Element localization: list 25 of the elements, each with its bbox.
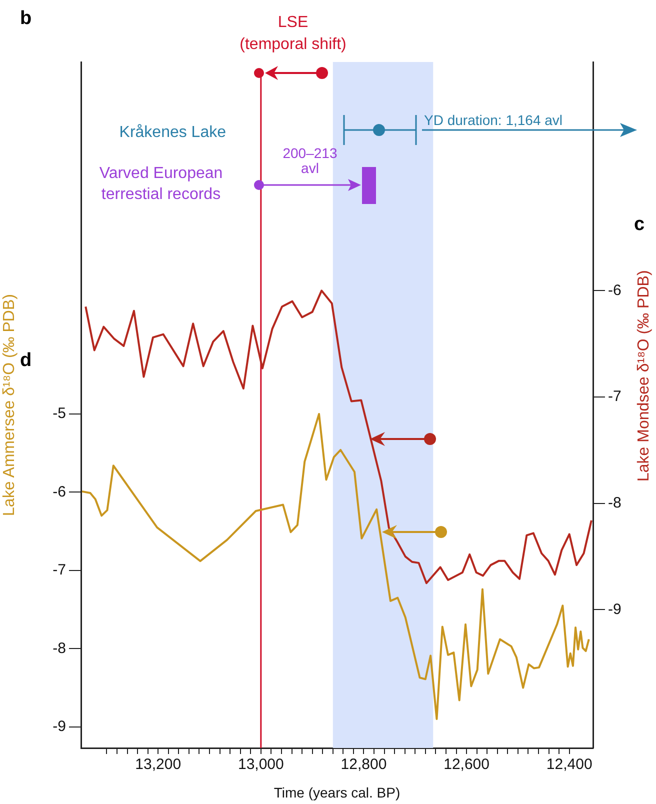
- x-tick-label: 12,600: [444, 756, 490, 774]
- y2-tick-label: -7: [608, 388, 622, 406]
- annotation: YD duration: 1,164 avl: [424, 111, 563, 130]
- y2-axis-title: Lake Mondsee δ¹⁸O (‰ PDB): [635, 270, 652, 482]
- x-tick-label: 12,400: [546, 756, 592, 774]
- annotation: Varved European terrestial records: [98, 164, 224, 205]
- annotation: Kråkenes Lake: [118, 123, 226, 143]
- x-axis-title: Time (years cal. BP): [274, 784, 400, 800]
- y-tick-label: -5: [52, 405, 66, 422]
- y2-tick-label: -9: [608, 600, 622, 618]
- text: LSE (temporal shift): [238, 13, 348, 55]
- y-tick-label: -9: [52, 718, 66, 736]
- y2-tick-label: -8: [608, 494, 622, 512]
- x-tick-label: 13,000: [238, 756, 284, 774]
- y-tick-label: -6: [52, 483, 66, 500]
- y-tick-label: -8: [52, 640, 66, 657]
- x-tick-label: 12,800: [340, 756, 387, 774]
- x-tick-label: 13,200: [135, 756, 182, 774]
- y2-tick-label: -6: [608, 282, 622, 299]
- text: b: [20, 7, 32, 31]
- y-tick-label: -7: [52, 562, 66, 579]
- text: c: [634, 213, 645, 237]
- annotation: 200–213 avl: [282, 145, 338, 177]
- text: d: [20, 349, 32, 373]
- y-axis-title: Lake Ammersee δ¹⁸O (‰ PDB): [1, 294, 18, 516]
